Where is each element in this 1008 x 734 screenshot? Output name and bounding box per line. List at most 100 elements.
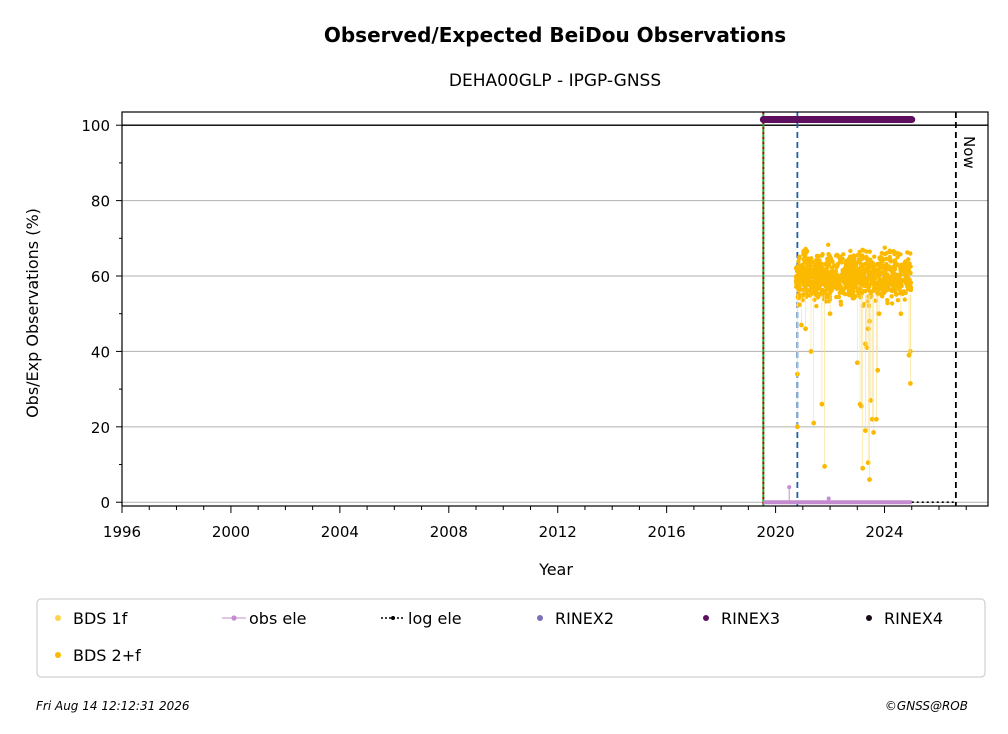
legend-entry: RINEX2: [537, 609, 614, 628]
bds-2f-point: [906, 264, 911, 270]
bds-2f-point: [839, 290, 845, 295]
bds-2f-point: [867, 262, 872, 267]
bds-2f-point: [799, 277, 804, 282]
bds-2f-point: [886, 264, 892, 269]
bds-2f-point: [815, 262, 820, 268]
x-axis-label: Year: [538, 560, 573, 579]
bds-2f-point: [885, 298, 890, 303]
bds-2f-point: [882, 267, 887, 272]
y-axis-label: Obs/Exp Observations (%): [23, 208, 42, 418]
bds-2f-point: [861, 289, 867, 294]
bds-2f-point: [800, 297, 805, 303]
bds-2f-outlier: [811, 420, 817, 426]
bds-2f-point: [908, 287, 914, 293]
bds-2f-point: [873, 267, 879, 273]
bds-2f-point: [851, 273, 856, 278]
y-tick-label: 60: [91, 268, 110, 286]
bds-2f-point: [808, 262, 813, 268]
obs-ele-point: [787, 485, 792, 490]
legend-label: BDS 2+f: [73, 646, 141, 665]
bds-2f-outlier: [846, 292, 852, 298]
bds-2f-point: [824, 294, 830, 300]
bds-2f-point: [805, 256, 811, 261]
bds-2f-point: [901, 264, 907, 270]
bds-2f-point: [894, 272, 899, 277]
y-tick-label: 20: [91, 419, 110, 437]
bds-2f-outlier: [865, 460, 871, 466]
bds-2f-point: [866, 281, 872, 286]
legend-marker: [231, 615, 237, 621]
bds-2f-point: [806, 280, 812, 285]
x-tick-label: 2024: [865, 523, 903, 541]
legend-marker: [55, 615, 61, 621]
bds-2f-point: [826, 286, 831, 292]
bds-2f-point: [836, 294, 842, 300]
bds-2f-outlier: [822, 464, 828, 469]
bds-2f-point: [841, 252, 846, 257]
bds-2f-point: [873, 281, 878, 286]
bds-2f-point: [866, 265, 872, 271]
bds-2f-point: [838, 299, 843, 304]
bds-2f-point: [818, 291, 823, 296]
bds-2f-point: [858, 276, 863, 282]
bds-2f-point: [871, 273, 876, 278]
bds-2f-point: [802, 271, 808, 276]
bds-2f-point: [903, 259, 908, 264]
bds-2f-point: [888, 259, 894, 264]
bds-2f-point: [819, 253, 825, 258]
bds-2f-outlier: [854, 360, 860, 366]
x-tick-label: 2000: [212, 523, 250, 541]
bds-2f-point: [843, 270, 849, 275]
bds-2f-point: [814, 271, 820, 277]
bds-2f-outlier: [867, 477, 872, 483]
x-tick-label: 1996: [103, 523, 141, 541]
bds-2f-point: [822, 290, 828, 295]
bds-2f-point: [856, 253, 861, 258]
bds-2f-outlier: [868, 398, 874, 403]
bds-2f-point: [902, 268, 907, 273]
bds-2f-point: [898, 269, 903, 274]
legend-entry: BDS 2+f: [55, 646, 141, 665]
bds-2f-point: [807, 268, 813, 273]
legend-box: [36, 598, 986, 678]
bds-2f-point: [858, 265, 864, 270]
bds-2f-outlier: [875, 367, 881, 373]
bds-2f-point: [864, 249, 869, 254]
bds-2f-point: [891, 284, 897, 289]
legend-entry: RINEX3: [703, 609, 780, 628]
bds-2f-point: [832, 284, 837, 290]
bds-2f-point: [906, 268, 912, 273]
bds-2f-point: [873, 298, 878, 303]
legend-label: RINEX2: [555, 609, 614, 628]
bds-2f-point: [896, 286, 901, 292]
bds-2f-point: [888, 277, 894, 282]
bds-2f-point: [880, 291, 886, 296]
bds-2f-point: [842, 291, 848, 297]
bds-2f-point: [811, 259, 816, 265]
bds-2f-point: [875, 261, 880, 267]
bds-2f-point: [867, 249, 872, 254]
bds-2f-point: [892, 250, 897, 255]
bds-2f-point: [817, 286, 822, 291]
bds-2f-point: [796, 256, 802, 261]
bds-2f-point: [906, 284, 911, 290]
bds-2f-point: [908, 251, 913, 256]
bds-2f-point: [883, 284, 889, 289]
bds-2f-point: [866, 272, 872, 277]
bds-2f-point: [850, 296, 855, 301]
bds-2f-point: [827, 291, 833, 296]
legend: BDS 1f obs ele log ele RINEX2 RINEX3 RINEX4 BD…: [36, 598, 986, 678]
legend-entry: log ele: [381, 609, 462, 628]
bds-2f-point: [864, 254, 869, 260]
bds-2f-point: [884, 250, 889, 256]
bds-2f-outlier: [819, 401, 825, 407]
bds-2f-point: [858, 295, 863, 300]
bds-2f-point: [815, 276, 821, 281]
bds-2f-outlier: [808, 349, 814, 354]
bds-2f-outlier: [799, 322, 804, 328]
legend-entry: RINEX4: [866, 609, 943, 628]
legend-label: BDS 1f: [73, 609, 128, 628]
bds-2f-point: [900, 291, 905, 297]
bds-2f-point: [802, 260, 807, 266]
bds-2f-point: [846, 281, 851, 286]
